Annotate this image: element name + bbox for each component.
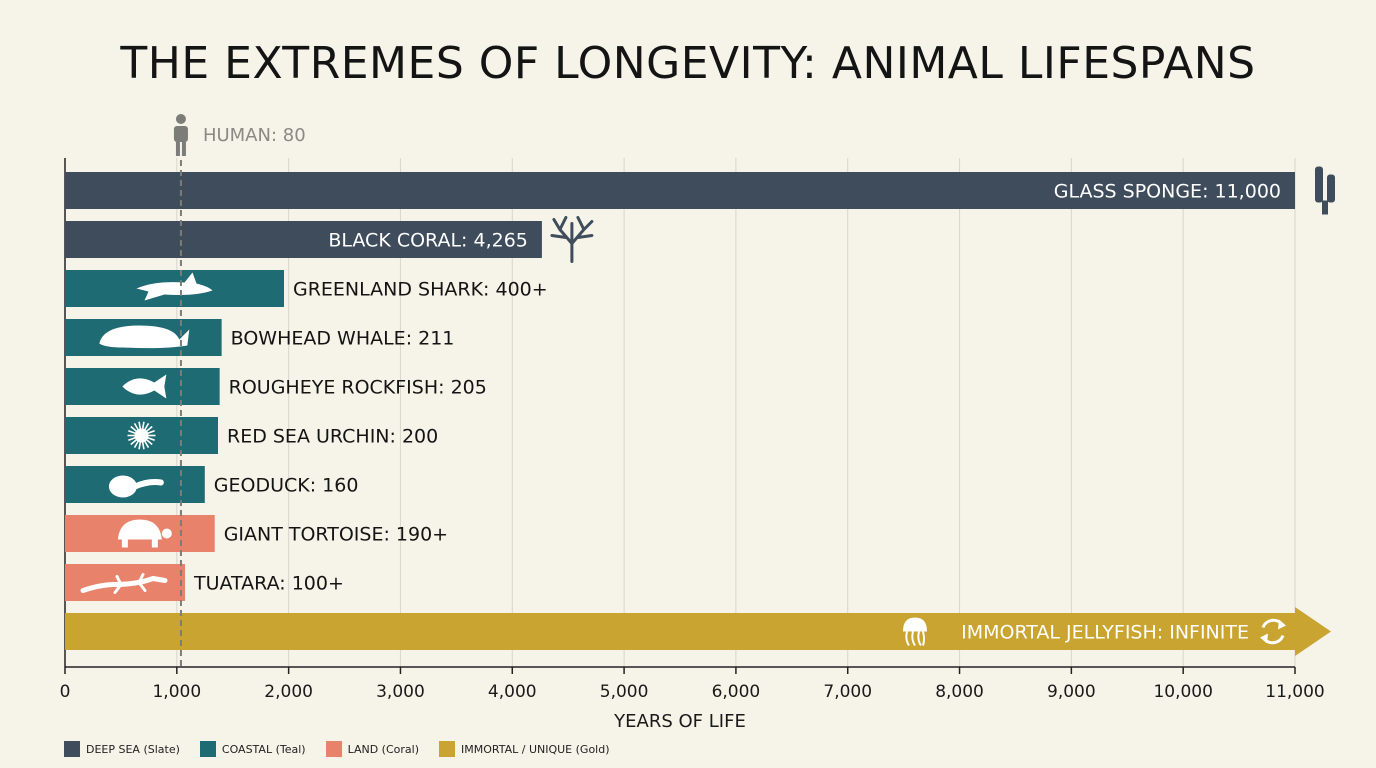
lizard-icon (80, 573, 168, 594)
legend-item: COASTAL (Teal) (199, 741, 306, 757)
bar-label: BLACK CORAL: 4,265 (328, 230, 528, 252)
x-tick-label: 5,000 (600, 682, 649, 702)
bars: GLASS SPONGE: 11,000 BLACK CORAL: 4,265 GR… (65, 166, 1335, 656)
bar-group: GREENLAND SHARK: 400+ (65, 270, 548, 307)
legend-label: DEEP SEA (Slate) (86, 742, 180, 756)
x-axis-title: YEARS OF LIFE (613, 711, 746, 732)
bar (65, 172, 1295, 209)
human-reference: HUMAN: 80 (173, 114, 306, 667)
coral-icon (550, 216, 594, 263)
x-tick-label: 11,000 (1265, 682, 1324, 702)
bar-group: BLACK CORAL: 4,265 (65, 216, 594, 263)
bar-group: GLASS SPONGE: 11,000 (65, 166, 1335, 215)
bar-group: RED SEA URCHIN: 200 (65, 417, 438, 454)
legend-swatch (439, 741, 455, 757)
x-tick-label: 0 (60, 682, 71, 702)
legend-item: DEEP SEA (Slate) (64, 741, 180, 757)
legend-label: LAND (Coral) (347, 742, 419, 756)
bar (65, 221, 542, 258)
bar-label: GLASS SPONGE: 11,000 (1054, 181, 1281, 203)
bar-label: ROUGHEYE ROCKFISH: 205 (229, 377, 487, 399)
bar (65, 607, 1331, 656)
person-icon (173, 114, 188, 156)
legend-label: COASTAL (Teal) (221, 742, 306, 756)
bar-group: GIANT TORTOISE: 190+ (65, 515, 448, 552)
legend: DEEP SEA (Slate) COASTAL (Teal) LAND (Cora… (64, 741, 610, 757)
bar-label: TUATARA: 100+ (193, 573, 344, 595)
bar-group: GEODUCK: 160 (65, 466, 358, 503)
x-tick-label: 2,000 (264, 682, 313, 702)
human-reference-label: HUMAN: 80 (203, 125, 306, 146)
bar-label: GREENLAND SHARK: 400+ (293, 279, 548, 301)
bar-label: GEODUCK: 160 (214, 475, 359, 497)
legend-swatch (325, 741, 342, 757)
whale-icon (99, 325, 190, 349)
x-tick-label: 4,000 (488, 682, 537, 702)
x-tick-label: 10,000 (1153, 682, 1212, 702)
jellyfish-icon (903, 617, 927, 647)
urchin-icon (127, 421, 156, 450)
legend-item: LAND (Coral) (325, 741, 419, 757)
legend-swatch (199, 741, 216, 757)
tortoise-icon (117, 519, 172, 548)
x-tick-label: 6,000 (712, 682, 761, 702)
legend-item: IMMORTAL / UNIQUE (Gold) (439, 741, 610, 757)
x-tick-label: 1,000 (152, 682, 201, 702)
x-tick-label: 3,000 (376, 682, 425, 702)
bar-group: TUATARA: 100+ (65, 564, 344, 601)
chart-title: THE EXTREMES OF LONGEVITY: ANIMAL LIFESP… (120, 38, 1256, 89)
bar-group: IMMORTAL JELLYFISH: INFINITE (65, 607, 1331, 656)
x-axis-ticks: 0 1,000 2,000 3,000 4,000 5,000 6,000 7,000 8,00… (60, 667, 1325, 702)
bar-group: ROUGHEYE ROCKFISH: 205 (65, 368, 487, 405)
bar-label: GIANT TORTOISE: 190+ (224, 524, 448, 546)
clam-icon (108, 475, 164, 498)
x-tick-label: 9,000 (1047, 682, 1096, 702)
cycle-icon (1260, 618, 1286, 645)
bar-label: RED SEA URCHIN: 200 (227, 426, 438, 448)
bar-label: IMMORTAL JELLYFISH: INFINITE (961, 622, 1249, 644)
legend-swatch (64, 741, 80, 757)
x-tick-label: 8,000 (935, 682, 984, 702)
shark-icon (136, 272, 213, 301)
bar-label: BOWHEAD WHALE: 211 (231, 328, 455, 350)
glass-sponge-icon (1315, 166, 1335, 215)
x-tick-label: 7,000 (823, 682, 872, 702)
fish-icon (122, 374, 167, 399)
bar-group: BOWHEAD WHALE: 211 (65, 319, 454, 356)
legend-label: IMMORTAL / UNIQUE (Gold) (461, 742, 610, 756)
